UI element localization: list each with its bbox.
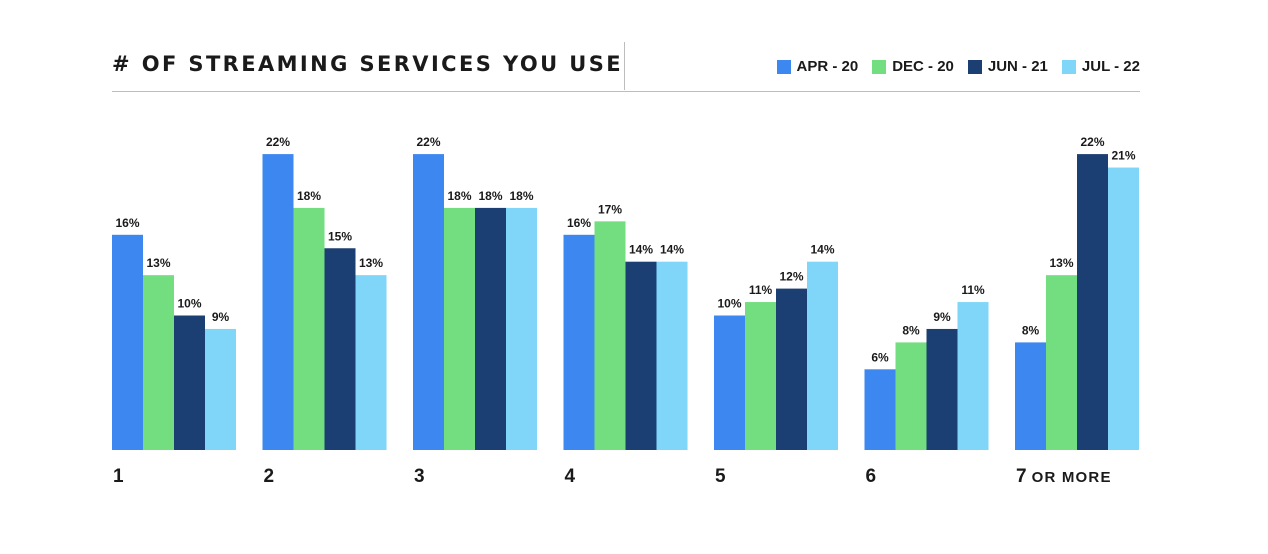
bar (1015, 342, 1046, 450)
bar-value-label: 17% (598, 202, 622, 216)
bar (324, 248, 356, 450)
bar-value-label: 22% (1080, 135, 1104, 149)
chart-legend: APR - 20 DEC - 20 JUN - 21 JUL - 22 (776, 58, 1140, 75)
bar (864, 369, 896, 450)
bar-value-label: 14% (660, 243, 684, 257)
header-divider-horizontal (112, 91, 1140, 92)
bar-value-label: 18% (478, 189, 502, 203)
bar (475, 207, 506, 450)
bar-value-label: 8% (1022, 323, 1040, 337)
bar (174, 315, 205, 450)
bar (1046, 275, 1077, 450)
legend-label: APR - 20 (796, 58, 859, 75)
bar-value-label: 10% (177, 297, 201, 311)
bar (1108, 167, 1139, 451)
bar-value-label: 18% (509, 189, 533, 203)
bar (594, 221, 626, 450)
bar (1077, 154, 1108, 450)
bar-value-label: 21% (1111, 149, 1135, 163)
bar-value-label: 18% (297, 189, 321, 203)
bar (262, 154, 294, 450)
bar (776, 288, 807, 450)
bar (895, 342, 927, 450)
legend-label: DEC - 20 (892, 58, 954, 75)
legend-label: JUL - 22 (1081, 58, 1140, 75)
category-label: 6 (866, 466, 877, 487)
legend-swatch (776, 59, 791, 74)
legend-swatch (1061, 59, 1076, 74)
bar-value-label: 13% (1049, 256, 1073, 270)
bar (413, 154, 444, 450)
bar (143, 275, 174, 450)
bar-value-label: 22% (266, 135, 290, 149)
bar (444, 207, 475, 450)
bar-value-label: 15% (328, 229, 352, 243)
bar-value-label: 13% (359, 256, 383, 270)
legend-item: JUL - 22 (1061, 58, 1140, 75)
bar (656, 261, 688, 450)
bar (957, 302, 989, 450)
category-label: 1 (113, 466, 124, 487)
category-label: 4 (565, 466, 576, 487)
bar-value-label: 9% (212, 310, 230, 324)
legend-swatch (872, 59, 887, 74)
bar (926, 328, 958, 450)
bar (506, 207, 537, 450)
legend-item: APR - 20 (776, 58, 859, 75)
bar-value-label: 18% (447, 189, 471, 203)
category-label: 5 (715, 466, 726, 487)
bar (563, 234, 595, 450)
category-label: 3 (414, 466, 425, 487)
chart-title: # OF STREAMING SERVICES YOU USE (112, 52, 623, 76)
bar-value-label: 11% (961, 283, 985, 297)
bar-value-label: 8% (902, 323, 920, 337)
bar (112, 234, 143, 450)
bar (745, 302, 776, 450)
bar (807, 261, 838, 450)
bar-value-label: 9% (933, 310, 951, 324)
bar (714, 315, 745, 450)
bar-value-label: 16% (115, 216, 139, 230)
bar-value-label: 16% (567, 216, 591, 230)
bar-value-label: 10% (717, 297, 741, 311)
bar (205, 328, 236, 450)
bar-value-label: 14% (629, 243, 653, 257)
bar (355, 275, 387, 450)
bar (625, 261, 657, 450)
category-label: 7 OR MORE (1016, 466, 1112, 487)
bar-value-label: 6% (871, 350, 889, 364)
bar-value-label: 13% (146, 256, 170, 270)
bar-value-label: 11% (749, 283, 773, 297)
legend-item: DEC - 20 (872, 58, 954, 75)
bar-value-label: 12% (779, 270, 803, 284)
legend-label: JUN - 21 (987, 58, 1048, 75)
bar-value-label: 14% (810, 243, 834, 257)
bar-value-label: 22% (416, 135, 440, 149)
category-label: 2 (264, 466, 275, 487)
legend-item: JUN - 21 (967, 58, 1048, 75)
legend-swatch (967, 59, 982, 74)
header-divider-vertical (624, 42, 625, 90)
bar (293, 207, 325, 450)
